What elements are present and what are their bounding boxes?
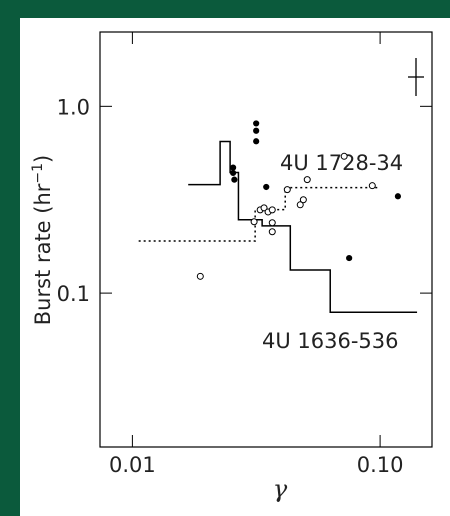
data-point <box>229 164 237 171</box>
data-point <box>253 127 260 134</box>
y-label-sup: −1 <box>30 163 46 184</box>
data-point <box>296 201 304 209</box>
data-point <box>303 176 311 184</box>
data-point <box>263 183 270 191</box>
data-point <box>268 228 276 236</box>
data-point <box>268 219 276 227</box>
x-tick-label: 0.10 <box>357 453 404 477</box>
series-annotation: 4U 1636-536 <box>262 329 399 353</box>
data-point <box>368 182 376 190</box>
x-tick-label: 0.01 <box>109 453 156 477</box>
data-point <box>253 120 260 127</box>
data-point <box>299 196 307 204</box>
error-cross <box>408 58 424 96</box>
data-point <box>283 186 291 194</box>
y-axis-label: Burst rate (hr−1) <box>30 155 55 326</box>
step-line <box>138 186 379 242</box>
step-line <box>188 140 418 313</box>
data-point <box>253 138 260 145</box>
x-axis-label: γ <box>273 475 288 503</box>
y-tick-label: 1.0 <box>57 95 90 119</box>
data-point <box>394 193 402 200</box>
data-point <box>231 176 238 183</box>
data-point <box>340 152 348 160</box>
data-point <box>268 206 276 214</box>
data-point <box>346 254 353 262</box>
panel <box>20 18 450 516</box>
y-tick-label: 0.1 <box>57 282 90 306</box>
y-label-text: Burst rate (hr <box>31 183 55 325</box>
data-point <box>260 204 268 212</box>
data-point <box>196 272 204 280</box>
data-point <box>229 169 237 177</box>
y-label-text: ) <box>31 155 55 163</box>
data-point <box>250 218 258 226</box>
plot-area <box>99 31 433 448</box>
